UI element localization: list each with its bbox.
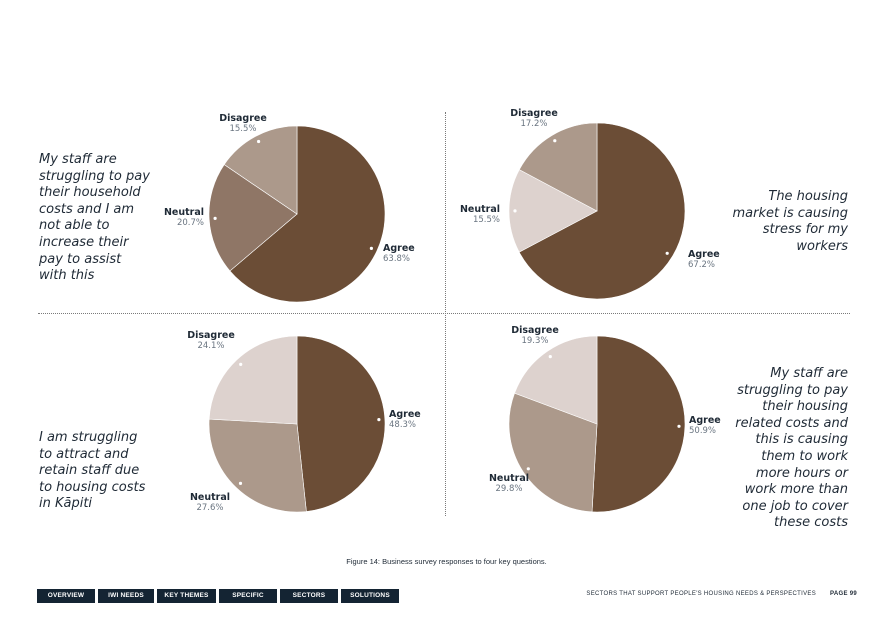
pie-1-value-neutral: 20.7% (177, 218, 204, 228)
pie-2-value-disagree: 17.2% (520, 119, 547, 129)
pie-3-marker-disagree (239, 362, 243, 366)
pie-4-slice-agree (591, 335, 686, 513)
nav-solutions-button[interactable]: SOLUTIONS (341, 589, 399, 603)
page-footer: SECTORS THAT SUPPORT PEOPLE'S HOUSING NE… (586, 591, 857, 597)
nav-sectors-button[interactable]: SECTORS (280, 589, 338, 603)
pie-1-value-disagree: 15.5% (229, 124, 256, 134)
pie-4-marker-agree (677, 424, 681, 428)
pie-1-slice-neutral (208, 164, 298, 272)
vertical-divider (445, 112, 446, 516)
pie-3-value-disagree: 24.1% (197, 341, 224, 351)
pie-2-label-neutral: Neutral (460, 204, 500, 215)
pie-2-value-neutral: 15.5% (473, 215, 500, 225)
pie-4-slice-neutral (508, 392, 598, 513)
question-2-text: The housing market is causing stress for… (732, 189, 848, 254)
pie-1-slice-disagree (223, 125, 298, 215)
pie-4-slice-disagree (514, 335, 598, 425)
footer-section-title: SECTORS THAT SUPPORT PEOPLE'S HOUSING NE… (586, 591, 816, 597)
pie-1-label-agree: Agree (383, 243, 415, 254)
pie-3-value-neutral: 27.6% (196, 503, 223, 513)
pie-4-value-neutral: 29.8% (495, 484, 522, 494)
page-number: PAGE 99 (830, 591, 857, 597)
pie-2-slice-neutral (508, 169, 598, 253)
pie-4-value-disagree: 19.3% (521, 336, 548, 346)
pie-2-value-agree: 67.2% (688, 260, 715, 270)
pie-4-marker-disagree (548, 355, 552, 359)
pie-3-marker-agree (377, 418, 381, 422)
pie-1-label-disagree: Disagree (219, 113, 267, 124)
pie-3-label-disagree: Disagree (187, 330, 235, 341)
pie-2-label-agree: Agree (688, 249, 720, 260)
nav-specific-groups-button[interactable]: SPECIFIC GROUPS (219, 589, 277, 613)
pie-1-slice-agree (229, 125, 386, 303)
pie-2-marker-neutral (513, 209, 517, 213)
pie-1-marker-neutral (213, 216, 217, 220)
question-3-text: I am struggling to attract and retain st… (39, 430, 146, 512)
nav-key-themes-button[interactable]: KEY THEMES (157, 589, 216, 603)
pie-4-marker-neutral (526, 467, 530, 471)
pie-3-slice-disagree (208, 335, 298, 425)
pie-2-label-disagree: Disagree (510, 108, 558, 119)
pie-3-slice-neutral (208, 418, 307, 513)
horizontal-divider (38, 313, 850, 314)
pie-3-marker-neutral (238, 481, 243, 485)
pie-3-label-agree: Agree (389, 409, 421, 420)
pie-1-marker-agree (369, 246, 373, 250)
pie-4-label-agree: Agree (689, 415, 721, 426)
question-1-text: My staff are struggling to pay their hou… (39, 152, 150, 284)
question-4-text: My staff are struggling to pay their hou… (735, 366, 848, 531)
figure-caption: Figure 14: Business survey responses to … (346, 557, 547, 566)
pie-2-marker-agree (665, 251, 669, 255)
pie-4-label-neutral: Neutral (489, 473, 529, 484)
pie-1-label-neutral: Neutral (164, 207, 204, 218)
pie-2-slice-disagree (518, 122, 598, 212)
section-nav: OVERVIEW IWI NEEDS KEY THEMES SPECIFIC G… (37, 589, 399, 613)
pie-3-value-agree: 48.3% (389, 420, 416, 430)
pie-1-marker-disagree (257, 139, 261, 144)
nav-iwi-needs-button[interactable]: IWI NEEDS (98, 589, 154, 603)
pie-2-slice-agree (518, 122, 686, 300)
pie-4-label-disagree: Disagree (511, 325, 559, 336)
pie-3-slice-agree (296, 335, 386, 512)
pie-1-value-agree: 63.8% (383, 254, 410, 264)
pie-2-marker-disagree (553, 139, 557, 143)
pie-4-value-agree: 50.9% (689, 426, 716, 436)
nav-overview-button[interactable]: OVERVIEW (37, 589, 95, 603)
pie-3-label-neutral: Neutral (190, 492, 230, 503)
